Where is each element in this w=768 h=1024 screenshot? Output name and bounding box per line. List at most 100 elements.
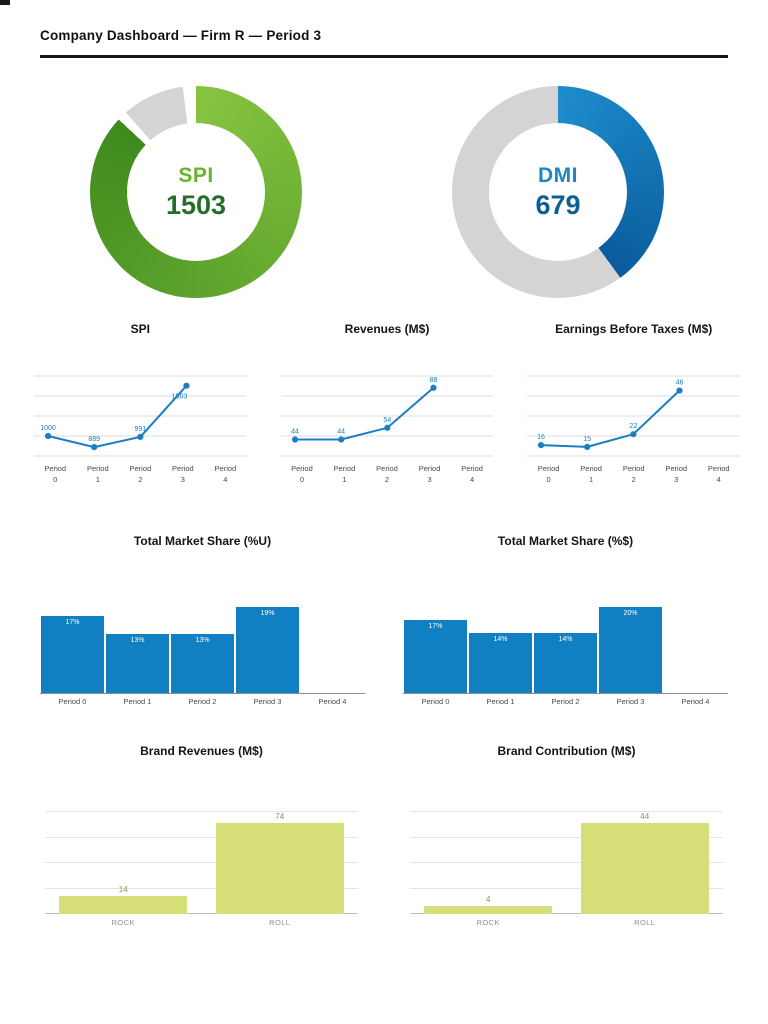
bar-slot: 13% <box>105 596 170 693</box>
brand-charts-row: Brand Revenues (M$) 14 74 ROCK ROLL Brand … <box>45 744 723 927</box>
x-axis-label: Period 1 <box>580 464 602 484</box>
bar: 14% <box>534 632 597 693</box>
gridline <box>410 862 723 863</box>
bar-slot: 17% <box>403 596 468 693</box>
plot-area: 17% 14% 14% 20% <box>403 596 728 694</box>
bar-slot: 14% <box>468 596 533 693</box>
chart-title: Earnings Before Taxes (M$) <box>555 322 713 336</box>
svg-text:46: 46 <box>676 380 684 387</box>
bar-slot: 4 <box>410 812 567 914</box>
corner-artifact <box>0 0 10 5</box>
bar-slot <box>300 596 365 693</box>
x-axis-label: Period 1 <box>486 697 515 706</box>
plot-area: 17% 13% 13% 19% <box>40 596 365 694</box>
page-title: Company Dashboard — Firm R — Period 3 <box>40 28 322 43</box>
spi-gauge-center: SPI 1503 <box>127 123 265 261</box>
x-axis-label: Period 0 <box>537 464 560 484</box>
trend-charts-row: SPI 1000 889 991 1503 Period 0 Period 1 Period 2… <box>34 322 741 485</box>
bar-slot: 20% <box>598 596 663 693</box>
x-axis-label: Period 2 <box>188 697 217 706</box>
x-axis: ROCK ROLL <box>45 918 358 927</box>
svg-text:54: 54 <box>383 417 391 424</box>
gridline <box>45 811 358 812</box>
svg-text:22: 22 <box>630 423 638 430</box>
x-axis-label: Period 2 <box>376 464 398 484</box>
plot-area: 44 44 54 88 <box>280 370 494 462</box>
plot-area: 1000 889 991 1503 <box>34 370 247 462</box>
svg-text:88: 88 <box>429 377 437 384</box>
bar: 17% <box>404 619 467 693</box>
gridline <box>410 836 723 838</box>
dmi-gauge: DMI 679 <box>452 86 664 298</box>
bar: 13% <box>171 634 234 693</box>
x-axis-label: Period 4 <box>707 464 730 484</box>
chart-title: SPI <box>130 322 150 336</box>
plot-area: 14 74 <box>45 811 359 914</box>
brand-contribution-chart: Brand Contribution (M$) 4 44 ROCK ROLL <box>410 744 723 927</box>
x-axis-label: Period 1 <box>86 464 109 484</box>
bar-value-label: 44 <box>640 812 650 821</box>
x-axis: Period 0 Period 1 Period 2 Period 3 Period 4 <box>40 697 365 706</box>
bar <box>59 896 188 914</box>
bar-value-label: 74 <box>275 812 285 821</box>
x-axis: Period 0 Period 1 Period 2 Period 3 Period 4 <box>34 464 247 485</box>
x-axis-label: Period 0 <box>58 697 87 706</box>
bar <box>580 823 709 914</box>
bar-value-label: 17% <box>65 619 80 627</box>
bar-slot: 14 <box>45 812 202 914</box>
bar: 17% <box>41 616 104 693</box>
market-share-u-chart: Total Market Share (%U) 17% 13% 13% 19% Per… <box>40 534 365 706</box>
x-axis-label: Period 1 <box>123 697 152 706</box>
x-axis-label: ROCK <box>476 918 500 927</box>
svg-text:1503: 1503 <box>172 394 188 401</box>
spi-gauge-value: 1503 <box>165 189 227 220</box>
chart-title: Brand Contribution (M$) <box>497 744 636 758</box>
bar-value-label: 20% <box>623 609 638 617</box>
x-axis-label: ROLL <box>269 918 291 927</box>
bar-value-label: 14 <box>118 885 128 895</box>
svg-text:44: 44 <box>337 429 345 436</box>
ebt-trend-svg: 16 15 22 46 <box>527 375 741 457</box>
bar-slot: 74 <box>202 812 359 914</box>
bar-value-label: 17% <box>428 622 443 630</box>
bar <box>424 905 553 914</box>
x-axis-label: Period 2 <box>129 464 152 484</box>
gridline <box>410 887 723 889</box>
gridline <box>410 811 723 812</box>
chart-title: Brand Revenues (M$) <box>140 744 263 758</box>
bar-value-label: 14% <box>558 635 573 643</box>
chart-title: Total Market Share (%$) <box>497 534 634 548</box>
bar: 14% <box>469 632 532 693</box>
x-axis-label: Period 2 <box>622 464 645 484</box>
spi-trend-svg: 1000 889 991 1503 <box>34 375 247 457</box>
bar-slot: 13% <box>170 596 235 693</box>
x-axis-label: Period 3 <box>172 464 194 484</box>
x-axis-label: Period 0 <box>421 697 450 706</box>
chart-title: Revenues (M$) <box>344 322 430 336</box>
x-axis-label: ROLL <box>634 918 656 927</box>
spi-gauge-label: SPI <box>178 163 214 187</box>
x-axis-label: Period 3 <box>253 697 282 706</box>
bar-slot: 17% <box>40 596 105 693</box>
market-share-s-chart: Total Market Share (%$) 17% 14% 14% 20% Per… <box>403 534 728 706</box>
chart-title: Total Market Share (%U) <box>133 534 272 548</box>
x-axis: ROCK ROLL <box>410 918 723 927</box>
x-axis-label: Period 0 <box>291 464 313 484</box>
plot-area: 4 44 <box>410 811 723 914</box>
x-axis-label: Period 2 <box>551 697 580 706</box>
x-axis: Period 0 Period 1 Period 2 Period 3 Period 4 <box>527 464 740 485</box>
x-axis-label: Period 0 <box>44 464 67 484</box>
bar-value-label: 4 <box>486 894 491 904</box>
plot-area: 16 15 22 46 <box>527 370 741 462</box>
bar-slot: 19% <box>235 596 300 693</box>
market-share-row: Total Market Share (%U) 17% 13% 13% 19% Per… <box>40 534 728 706</box>
bar-value-label: 13% <box>195 637 210 645</box>
bar: 20% <box>599 606 662 693</box>
gridline <box>45 836 358 838</box>
dmi-gauge-label: DMI <box>538 163 578 187</box>
x-axis-label: Period 3 <box>616 697 645 706</box>
gridline <box>410 913 723 914</box>
bar-value-label: 19% <box>260 610 275 618</box>
svg-text:16: 16 <box>537 434 545 441</box>
bar: 19% <box>236 607 299 693</box>
